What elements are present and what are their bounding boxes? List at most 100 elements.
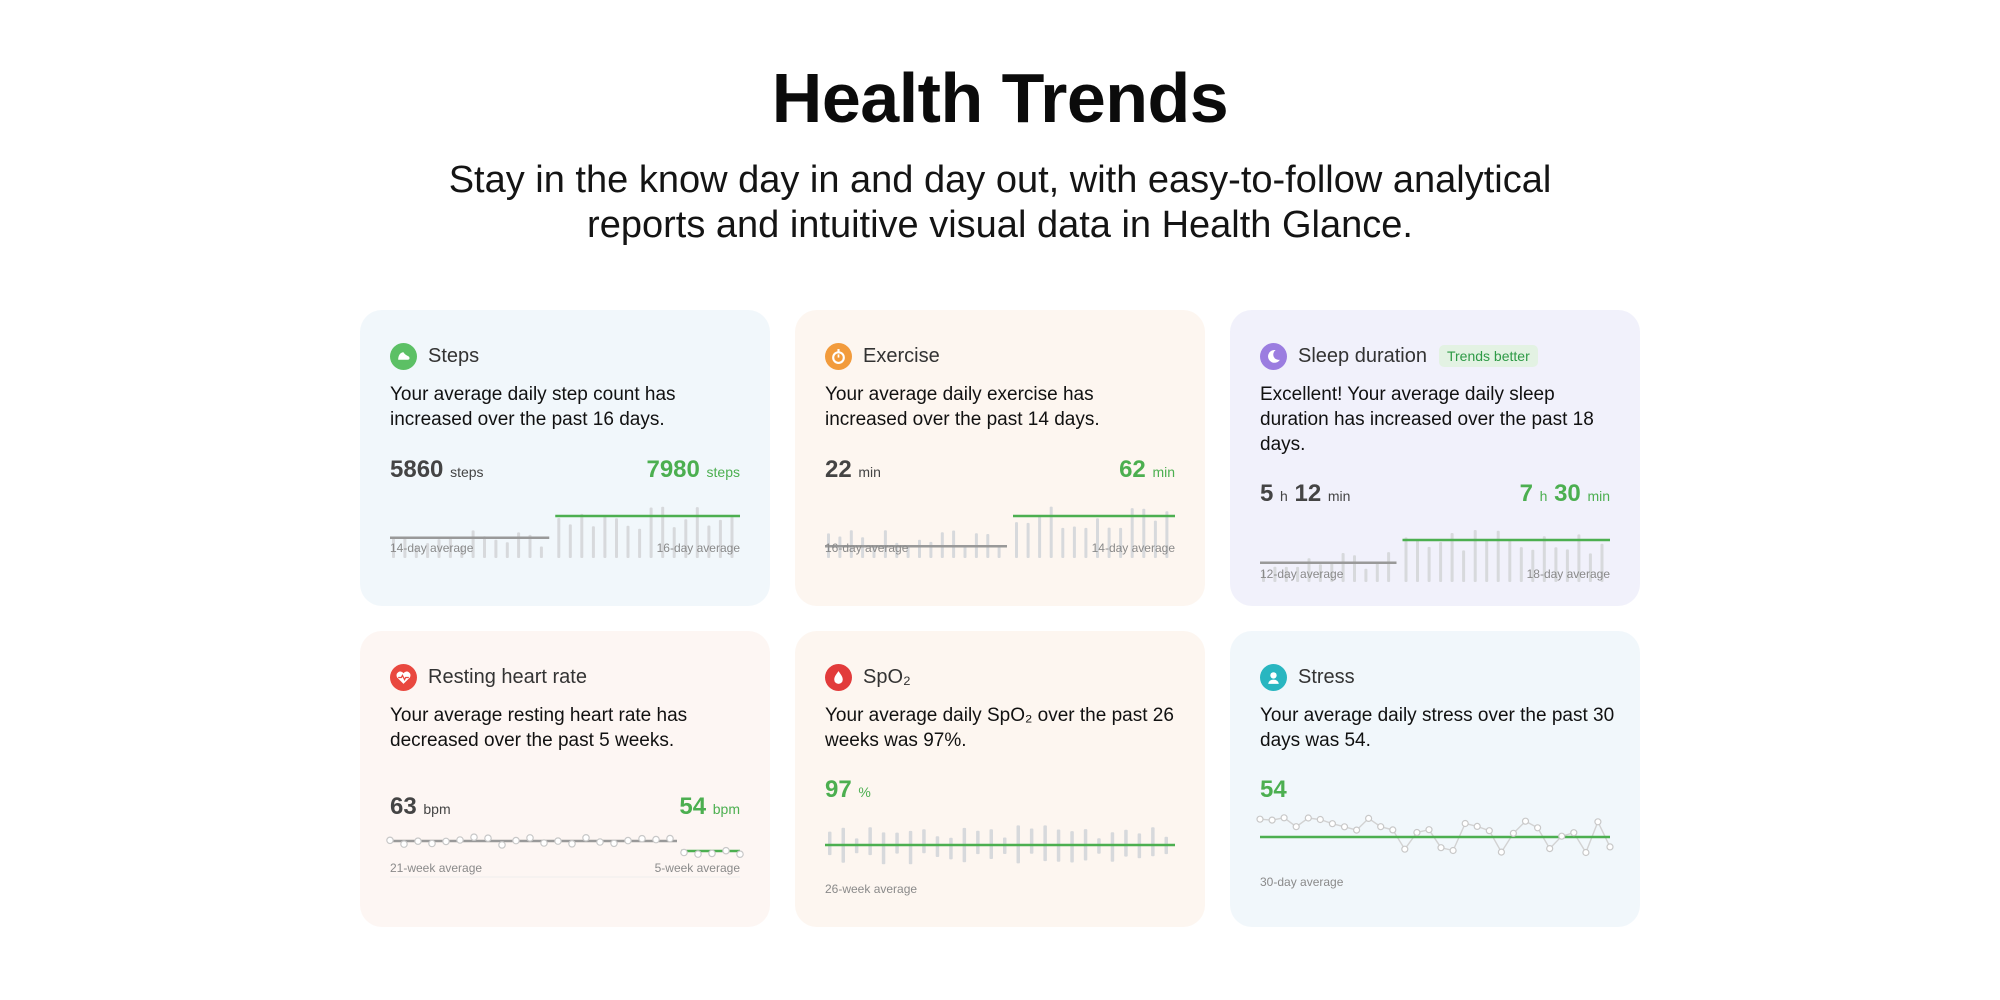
chart-bar — [952, 530, 956, 558]
chart-point — [568, 839, 576, 848]
sleep-current-label: 18-day average — [1526, 567, 1610, 581]
chart-bar — [437, 539, 441, 558]
chart-bar — [1273, 566, 1277, 582]
chart-bar — [1387, 552, 1391, 582]
chart-bar — [1531, 549, 1535, 582]
chart-point — [414, 837, 422, 846]
heart-card-title: Resting heart rate — [428, 665, 587, 688]
chart-bar — [1307, 558, 1311, 582]
chart-point — [1521, 817, 1530, 825]
chart-bar — [1284, 566, 1288, 582]
chart-bar — [828, 831, 832, 856]
chart-point — [722, 846, 730, 855]
chart-bar — [1427, 546, 1431, 582]
chart-point — [1437, 844, 1445, 852]
chart-bar — [1364, 568, 1368, 582]
chart-bar — [1130, 508, 1134, 558]
chart-bar — [906, 547, 910, 558]
chart-bar — [1084, 527, 1088, 558]
chart-point — [1401, 845, 1409, 853]
chart-point — [386, 836, 394, 845]
exercise-previous-label: 16-day average — [825, 541, 909, 555]
chart-point — [1389, 826, 1397, 834]
chart-point — [1364, 814, 1373, 822]
chart-point — [1570, 829, 1578, 837]
chart-bar — [908, 830, 913, 865]
chart-bar — [695, 507, 699, 558]
chart-point — [1268, 816, 1276, 824]
chart-point — [1377, 823, 1385, 831]
chart-bar — [935, 836, 940, 857]
chart-bar — [883, 530, 887, 558]
chart-point — [1485, 827, 1493, 835]
chart-point — [1594, 818, 1602, 826]
chart-point — [1352, 826, 1361, 834]
chart-bar — [1600, 543, 1604, 582]
chart-bar — [1296, 566, 1300, 582]
chart-point — [1425, 826, 1433, 834]
chart-bar — [718, 519, 722, 558]
stress-card[interactable]: Stress Your average daily stress over th… — [1230, 631, 1640, 927]
chart-point — [596, 838, 604, 846]
steps-previous-label: 14-day average — [390, 541, 474, 555]
page-subtitle: Stay in the know day in and day out, wit… — [448, 159, 1552, 246]
chart-bar — [494, 539, 498, 558]
stress-line-chart — [1256, 814, 1614, 857]
heart-current-average: 54 bpm — [679, 793, 740, 820]
chart-bar — [868, 827, 872, 856]
steps-current-average: 7980 steps — [646, 456, 740, 483]
chart-point — [512, 836, 520, 845]
sleep-previous-average: 5 h 12 min — [1260, 480, 1351, 507]
sleep-bar-chart — [1260, 530, 1610, 582]
spo2-card[interactable]: SpO₂ Your average daily SpO₂ over the pa… — [795, 631, 1205, 927]
chart-bar — [684, 519, 688, 558]
chart-bar — [1565, 549, 1569, 582]
chart-bar — [528, 534, 532, 558]
chart-bar — [1142, 508, 1146, 558]
chart-point — [1606, 843, 1614, 851]
exercise-card[interactable]: Exercise Your average daily exercise has… — [795, 310, 1205, 606]
chart-bar — [997, 546, 1001, 558]
chart-point — [498, 841, 506, 849]
chart-bar — [1318, 564, 1322, 582]
sleep-current-average: 7 h 30 min — [1519, 480, 1610, 507]
chart-bar — [483, 536, 486, 558]
chart-bar — [1485, 539, 1489, 582]
chart-point — [582, 834, 590, 842]
chart-bar — [539, 546, 543, 558]
resting-heart-rate-card[interactable]: Resting heart rate Your average resting … — [360, 631, 770, 927]
chart-bar — [505, 542, 509, 558]
chart-point — [1509, 829, 1517, 837]
chart-bar — [649, 507, 653, 558]
chart-bar — [1353, 555, 1356, 582]
spo2-bar-chart — [825, 825, 1175, 865]
chart-bar — [1070, 831, 1074, 863]
chart-point — [1582, 848, 1590, 857]
chart-point — [1534, 824, 1542, 832]
chart-bar — [448, 537, 452, 558]
chart-point — [736, 850, 744, 859]
sleep-card[interactable]: Sleep duration Trends better Excellent! … — [1230, 310, 1640, 606]
stress-card-title: Stress — [1298, 665, 1355, 688]
chart-bar — [1038, 515, 1042, 558]
spo2-average: 97 % — [825, 776, 871, 803]
heart-previous-label: 21-week average — [390, 861, 483, 875]
exercise-current-label: 14-day average — [1091, 541, 1175, 555]
chart-bar — [557, 518, 561, 558]
chart-bar — [895, 832, 899, 854]
steps-previous-average: 5860 steps — [390, 456, 484, 483]
exercise-description: Your average daily exercise has increase… — [825, 384, 1100, 430]
spo2-description: Your average daily SpO₂ over the past 26… — [825, 705, 1174, 751]
heart-current-label: 5-week average — [654, 861, 740, 875]
chart-bar — [568, 524, 572, 558]
stress-description: Your average daily stress over the past … — [1260, 705, 1615, 751]
chart-bar — [591, 526, 595, 558]
heart-icon — [390, 663, 417, 691]
chart-bar — [1165, 511, 1169, 558]
chart-bar — [1029, 828, 1034, 854]
chart-bar — [1554, 547, 1558, 582]
chart-bar — [918, 539, 921, 558]
chart-bar — [1439, 542, 1443, 582]
steps-card[interactable]: Steps Your average daily step count has … — [360, 310, 770, 606]
exercise-card-title: Exercise — [863, 344, 940, 367]
